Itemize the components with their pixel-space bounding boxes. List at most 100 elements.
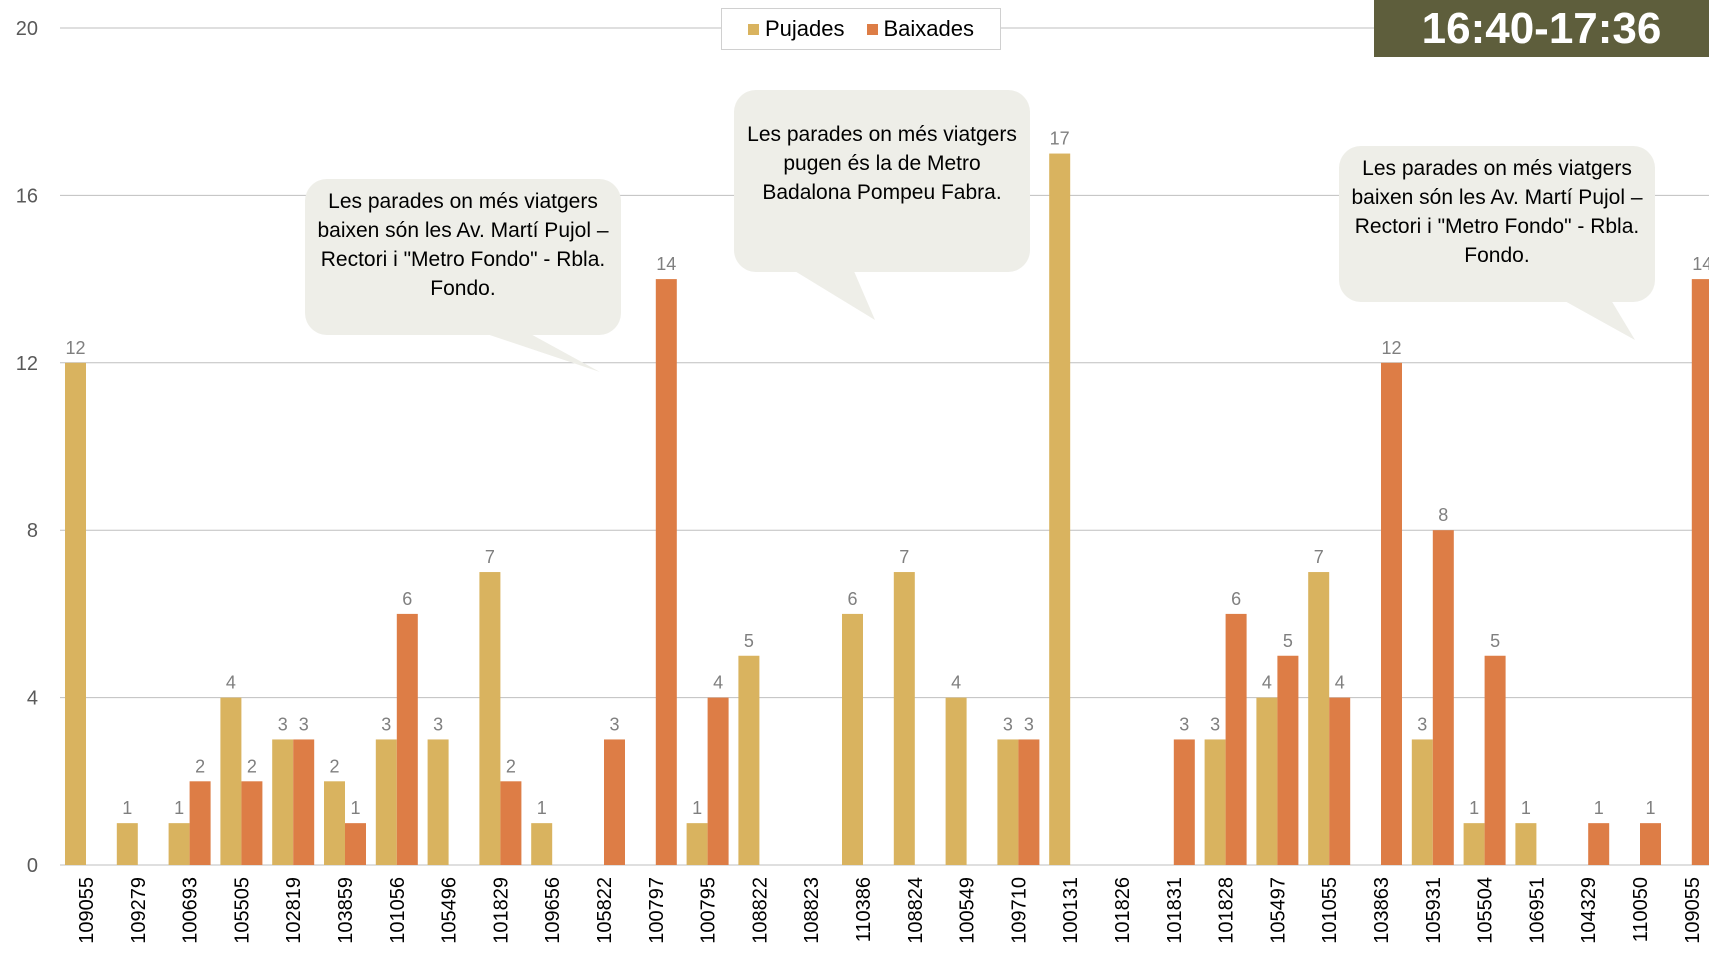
data-label-pujades-3: 4 [226,673,236,693]
data-label-pujades-18: 3 [1003,714,1013,734]
data-label-baixades-11: 14 [656,254,676,274]
bar-pujades-13 [738,655,760,865]
x-tick-label: 103859 [335,877,357,944]
x-tick-label: 110050 [1630,877,1652,942]
bar-baixades-24 [1329,697,1351,865]
data-label-baixades-29: 1 [1594,798,1604,818]
data-label-pujades-19: 17 [1050,129,1070,149]
bar-baixades-21 [1173,739,1195,865]
bar-pujades-6 [375,739,397,865]
bar-baixades-2 [189,781,211,865]
bar-pujades-2 [168,823,190,865]
data-label-pujades-2: 1 [174,798,184,818]
y-tick-label: 20 [16,18,38,40]
bar-baixades-6 [396,613,418,865]
x-tick-label: 100131 [1060,877,1082,944]
bar-pujades-15 [842,613,863,865]
bar-baixades-31 [1691,279,1709,866]
x-tick-label: 109055 [76,877,98,944]
data-label-baixades-30: 1 [1645,798,1655,818]
bar-pujades-24 [1308,572,1330,865]
bar-baixades-8 [500,781,522,865]
x-tick-label: 105497 [1267,877,1289,944]
data-label-pujades-7: 3 [433,714,443,734]
data-label-pujades-15: 6 [847,589,857,609]
data-label-baixades-18: 3 [1024,714,1034,734]
legend-swatch-baixades [866,23,878,35]
bar-pujades-4 [272,739,294,865]
data-label-pujades-17: 4 [951,673,961,693]
legend-label-baixades: Baixades [883,16,975,41]
bar-pujades-16 [893,572,915,865]
time-range-badge: 16:40-17:36 [1374,0,1709,57]
data-label-pujades-4: 3 [278,714,288,734]
bar-baixades-11 [655,279,677,866]
bar-baixades-25 [1381,362,1402,865]
data-label-pujades-27: 1 [1469,798,1479,818]
x-tick-label: 108822 [749,877,771,944]
data-label-pujades-9: 1 [537,798,547,818]
data-label-baixades-22: 6 [1231,589,1241,609]
bar-pujades-28 [1515,823,1537,865]
bar-pujades-22 [1204,739,1226,865]
data-label-pujades-22: 3 [1210,714,1220,734]
x-tick-label: 110386 [853,877,875,942]
data-label-pujades-0: 12 [65,338,85,358]
x-tick-label: 109279 [128,877,150,944]
bar-baixades-26 [1432,530,1454,865]
data-label-pujades-13: 5 [744,631,754,651]
data-label-pujades-8: 7 [485,547,495,567]
x-tick-label: 105931 [1423,877,1445,944]
bar-pujades-9 [531,823,553,865]
bar-baixades-3 [241,781,263,865]
data-label-pujades-16: 7 [899,547,909,567]
callout-baixen-2: Les parades on més viatgers baixen són l… [1339,146,1655,302]
bar-pujades-0 [65,362,86,865]
bar-baixades-5 [345,823,366,865]
bars [65,153,1709,866]
x-tick-label: 105496 [439,877,461,944]
data-label-pujades-28: 1 [1521,798,1531,818]
data-label-baixades-4: 3 [299,714,309,734]
x-tick-label: 100797 [646,877,668,944]
y-tick-label: 16 [16,185,38,207]
data-label-pujades-5: 2 [329,756,339,776]
x-tick-label: 106951 [1526,877,1548,944]
data-label-baixades-5: 1 [350,798,360,818]
x-tick-label: 105822 [594,877,616,944]
bar-pujades-5 [324,781,345,865]
data-label-baixades-8: 2 [506,756,516,776]
data-label-pujades-6: 3 [381,714,391,734]
bar-pujades-1 [116,823,138,865]
data-label-baixades-12: 4 [713,673,723,693]
bar-pujades-19 [1049,153,1071,866]
bar-pujades-23 [1256,697,1278,865]
bar-pujades-8 [479,572,501,865]
bar-pujades-3 [220,697,242,865]
legend-swatch-pujades [747,23,759,35]
data-label-pujades-1: 1 [122,798,132,818]
data-label-pujades-24: 7 [1314,547,1324,567]
y-tick-label: 0 [27,855,38,877]
x-tick-label: 101056 [387,877,409,944]
y-tick-label: 4 [27,688,38,710]
callout-pugen: Les parades on més viatgers pugen és la … [734,90,1030,272]
data-label-baixades-2: 2 [195,756,205,776]
x-tick-label: 108823 [801,877,823,944]
x-tick-label: 100795 [698,877,720,944]
data-label-baixades-27: 5 [1490,631,1500,651]
bar-baixades-22 [1225,613,1247,865]
x-tick-label: 101055 [1319,877,1341,944]
bar-baixades-23 [1277,655,1299,865]
data-label-baixades-10: 3 [609,714,619,734]
x-tick-label: 108824 [905,877,927,944]
x-tick-label: 100549 [957,877,979,944]
bar-pujades-17 [945,697,967,865]
x-tick-label: 109710 [1008,877,1030,944]
bar-baixades-30 [1640,823,1661,865]
data-label-baixades-21: 3 [1179,714,1189,734]
bar-baixades-18 [1018,739,1040,865]
x-tick-label: 101829 [490,877,512,944]
